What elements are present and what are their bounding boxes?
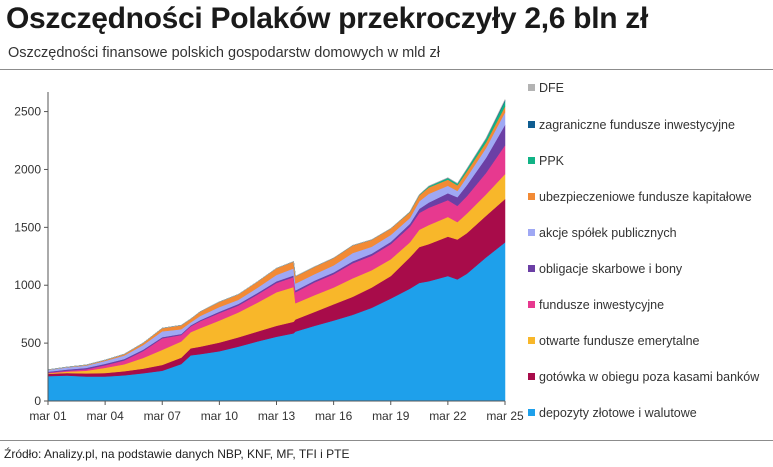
- chart-subtitle: Oszczędności finansowe polskich gospodar…: [8, 45, 440, 61]
- x-tick-label: mar 01: [29, 409, 67, 423]
- x-tick-label: mar 04: [86, 409, 124, 423]
- x-tick-label: mar 22: [429, 409, 467, 423]
- legend-label: akcje spółek publicznych: [539, 226, 677, 240]
- x-tick-label: mar 19: [372, 409, 410, 423]
- legend-swatch: [528, 193, 535, 200]
- legend-label: fundusze inwestycyjne: [539, 298, 665, 312]
- bottom-divider: [0, 440, 773, 441]
- area-series-9: [47, 99, 506, 370]
- y-tick-label: 1000: [14, 278, 41, 292]
- legend-swatch: [528, 409, 535, 416]
- x-tick-label: mar 10: [201, 409, 239, 423]
- y-tick-label: 2000: [14, 162, 41, 176]
- legend-swatch: [528, 84, 535, 91]
- legend-label: gotówka w obiegu poza kasami banków: [539, 370, 760, 384]
- legend-label: zagraniczne fundusze inwestycyjne: [539, 118, 735, 132]
- y-tick-label: 0: [34, 394, 41, 408]
- legend-swatch: [528, 337, 535, 344]
- legend-label: obligacje skarbowe i bony: [539, 262, 683, 276]
- legend-label: otwarte fundusze emerytalne: [539, 334, 700, 348]
- y-tick-label: 2500: [14, 105, 41, 119]
- y-tick-label: 1500: [14, 220, 41, 234]
- x-tick-label: mar 16: [315, 409, 353, 423]
- legend-label: PPK: [539, 154, 565, 168]
- legend-label: ubezpieczeniowe fundusze kapitałowe: [539, 190, 752, 204]
- legend-swatch: [528, 157, 535, 164]
- top-divider: [0, 69, 773, 70]
- legend-swatch: [528, 229, 535, 236]
- legend-swatch: [528, 121, 535, 128]
- x-tick-label: mar 07: [144, 409, 182, 423]
- chart-title: Oszczędności Polaków przekroczyły 2,6 bl…: [6, 2, 649, 35]
- legend-swatch: [528, 373, 535, 380]
- stacked-area-chart: 0 500 1000 1500 2000 2500 mar 01 mar 04 mar 07 ma…: [14, 92, 524, 423]
- legend-label: DFE: [539, 81, 564, 95]
- legend-label: depozyty złotowe i walutowe: [539, 406, 697, 420]
- y-tick-label: 500: [21, 336, 41, 350]
- source-note: Źródło: Analizy.pl, na podstawie danych …: [4, 447, 350, 461]
- legend-swatch: [528, 301, 535, 308]
- x-tick-label: mar 25: [486, 409, 524, 423]
- legend-swatch: [528, 265, 535, 272]
- x-tick-label: mar 13: [258, 409, 296, 423]
